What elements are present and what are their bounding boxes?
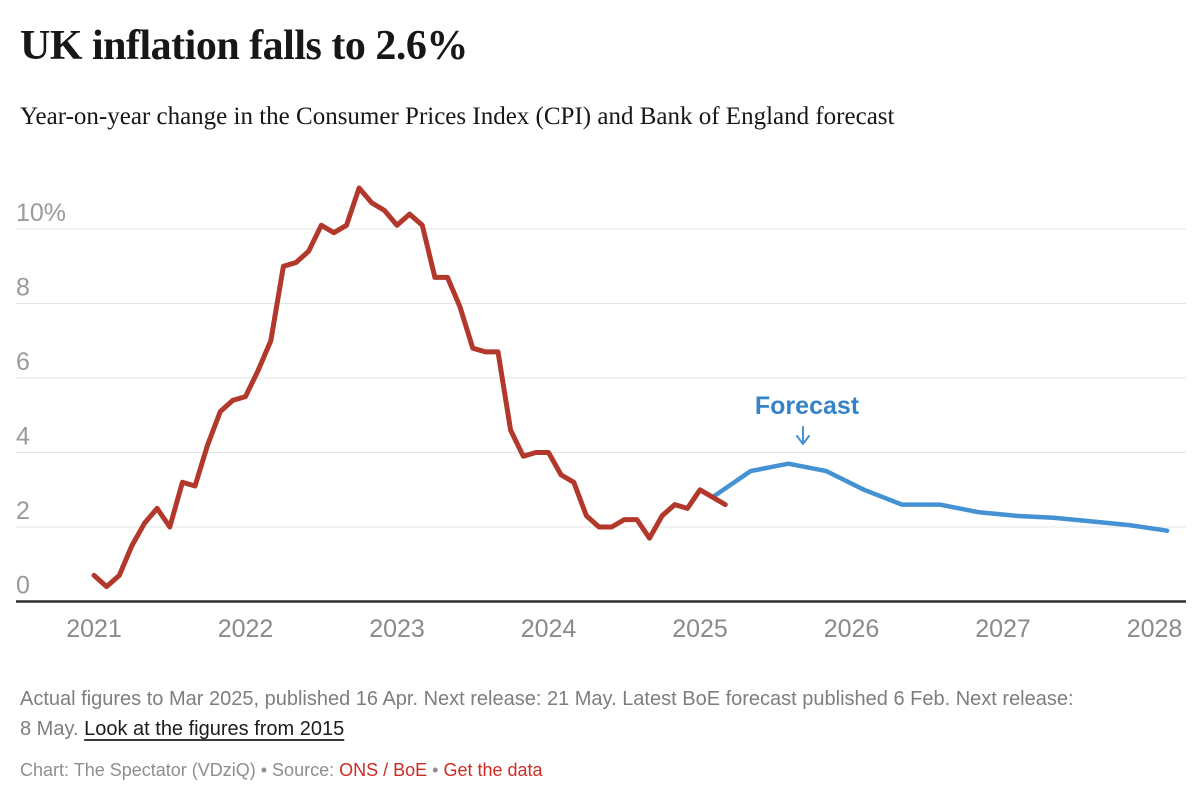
- figures-from-2015-link[interactable]: Look at the figures from 2015: [84, 718, 345, 740]
- x-tick-label: 2023: [369, 615, 425, 643]
- chart-subtitle: Year-on-year change in the Consumer Pric…: [20, 103, 895, 130]
- x-tick-label: 2025: [672, 615, 728, 643]
- forecast-line: [710, 461, 1170, 533]
- get-the-data-link[interactable]: Get the data: [443, 760, 543, 780]
- y-tick-label: 0: [16, 572, 30, 600]
- chart-notes: Actual figures to Mar 2025, published 16…: [20, 684, 1080, 744]
- x-tick-label: 2024: [521, 615, 577, 643]
- x-tick-label: 2027: [975, 615, 1031, 643]
- y-tick-label: 6: [16, 348, 30, 376]
- x-axis-labels: 2021 2022 2023 2024 2025 2026 2027 2028: [66, 615, 1182, 643]
- actual-line: [91, 185, 728, 590]
- y-tick-label: 8: [16, 274, 30, 302]
- notes-text: Actual figures to Mar 2025, published 16…: [20, 688, 1074, 740]
- gridlines: [16, 228, 1186, 603]
- page-title: UK inflation falls to 2.6%: [20, 23, 468, 69]
- x-tick-label: 2026: [824, 615, 880, 643]
- series-lines: [91, 185, 1170, 590]
- forecast-arrow-icon: [796, 426, 810, 445]
- y-axis-labels: 0 2 4 6 8 10%: [16, 199, 66, 600]
- y-tick-label: 10%: [16, 199, 66, 227]
- y-tick-label: 2: [16, 497, 30, 525]
- credit-separator: •: [427, 760, 444, 780]
- y-tick-label: 4: [16, 423, 30, 451]
- credit-text: Chart: The Spectator (VDziQ) • Source:: [20, 760, 340, 780]
- chart-credit: Chart: The Spectator (VDziQ) • Source: O…: [20, 760, 543, 781]
- x-tick-label: 2022: [218, 615, 274, 643]
- forecast-annotation-label: Forecast: [755, 392, 860, 420]
- x-tick-label: 2021: [66, 615, 122, 643]
- x-tick-label: 2028: [1127, 615, 1183, 643]
- source-link[interactable]: ONS / BoE: [339, 760, 428, 780]
